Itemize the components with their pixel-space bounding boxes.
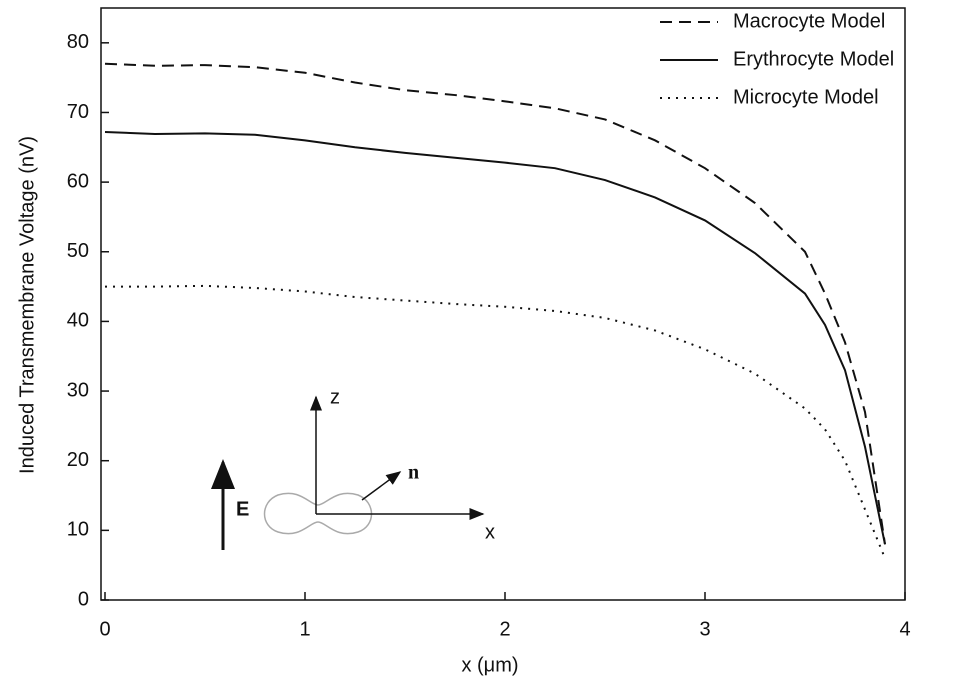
- y-tick-label: 50: [67, 240, 89, 262]
- x-tick-label: 3: [699, 618, 710, 640]
- plot-frame: [100, 7, 906, 601]
- y-tick-label: 80: [67, 31, 89, 53]
- legend-label: Macrocyte Model: [733, 10, 885, 32]
- y-tick-label: 0: [78, 588, 89, 610]
- y-tick-label: 10: [67, 519, 89, 541]
- annotation: E: [236, 498, 249, 520]
- y-tick-label: 20: [67, 449, 89, 471]
- x-tick-label: 0: [99, 618, 110, 640]
- y-tick-label: 40: [67, 310, 89, 332]
- x-axis-label: x (μm): [461, 654, 518, 676]
- y-tick-label: 30: [67, 379, 89, 401]
- y-axis-label: Induced Transmembrane Voltage (nV): [16, 136, 38, 474]
- annotation: n: [408, 462, 419, 484]
- legend-label: Microcyte Model: [733, 86, 879, 108]
- x-tick-label: 4: [899, 618, 910, 640]
- y-tick-label: 70: [67, 101, 89, 123]
- series-line: [104, 130, 886, 545]
- inset-diagram: [211, 395, 485, 550]
- annotation: z: [330, 386, 340, 408]
- annotation: x: [485, 521, 495, 543]
- y-tick-label: 60: [67, 170, 89, 192]
- x-tick-label: 1: [299, 618, 310, 640]
- x-tick-label: 2: [499, 618, 510, 640]
- legend-label: Erythrocyte Model: [733, 48, 894, 70]
